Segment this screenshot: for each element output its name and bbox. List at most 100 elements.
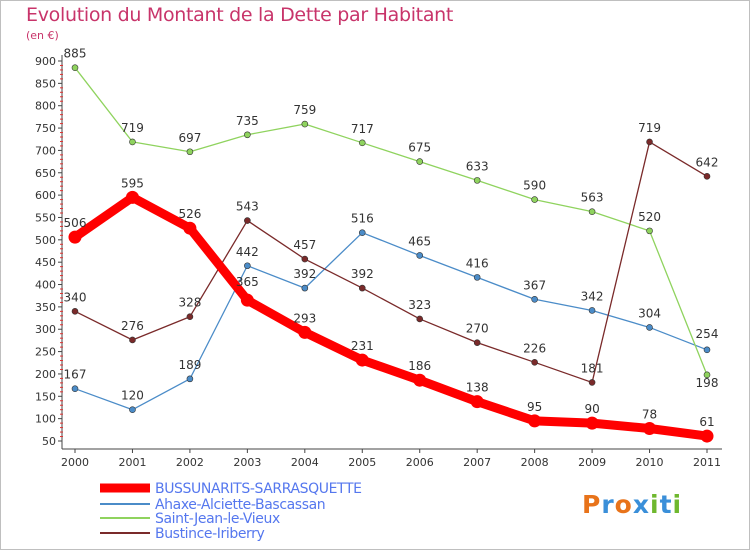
legend-label: Ahaxe-Alciette-Bascassan — [155, 497, 325, 513]
x-tick-label: 2006 — [406, 456, 434, 469]
data-label: 392 — [351, 267, 374, 281]
data-label: 590 — [523, 179, 546, 193]
x-tick-label: 2008 — [521, 456, 549, 469]
y-tick-label: 800 — [35, 100, 56, 113]
data-label: 717 — [351, 122, 374, 136]
data-point — [183, 221, 197, 235]
data-point — [298, 325, 312, 339]
data-point — [588, 379, 596, 386]
y-tick-label: 400 — [35, 279, 56, 292]
logo-letter: x — [632, 490, 650, 519]
logo-letter: r — [601, 490, 615, 519]
data-label: 90 — [584, 402, 599, 416]
x-tick-label: 2000 — [61, 456, 89, 469]
data-label: 328 — [178, 296, 201, 310]
data-point — [473, 339, 481, 346]
y-tick-label: 150 — [35, 390, 56, 403]
data-point — [358, 139, 366, 147]
data-label: 342 — [581, 289, 604, 303]
data-point — [416, 158, 424, 165]
data-point — [186, 313, 194, 321]
data-point — [129, 406, 136, 414]
data-label: 198 — [696, 376, 719, 390]
data-label: 595 — [121, 176, 144, 190]
data-label: 642 — [696, 155, 719, 169]
y-tick-label: 450 — [35, 256, 56, 269]
data-point — [588, 307, 596, 314]
y-tick-label: 700 — [35, 144, 56, 157]
data-point — [413, 373, 427, 387]
x-tick-label: 2011 — [693, 456, 721, 469]
y-tick-label: 200 — [35, 368, 56, 381]
data-label: 95 — [527, 400, 542, 414]
data-point — [703, 346, 711, 354]
data-label: 735 — [236, 114, 259, 128]
data-label: 231 — [351, 339, 374, 353]
logo-letter: i — [650, 490, 660, 519]
data-label: 885 — [64, 47, 87, 61]
data-label: 254 — [696, 327, 719, 341]
data-label: 365 — [236, 275, 259, 289]
data-label: 186 — [408, 359, 431, 373]
data-label: 138 — [466, 381, 489, 395]
data-point — [528, 414, 542, 428]
logo-letter: i — [672, 490, 683, 519]
data-label: 167 — [64, 368, 87, 382]
data-label: 697 — [178, 131, 201, 145]
data-label: 506 — [64, 216, 87, 230]
data-point — [358, 229, 366, 236]
data-label: 323 — [408, 298, 431, 312]
y-tick-label: 250 — [35, 346, 56, 359]
data-point — [703, 173, 711, 180]
data-point — [646, 227, 653, 235]
data-label: 367 — [523, 278, 546, 292]
data-point — [129, 336, 136, 344]
data-label: 719 — [121, 121, 144, 135]
data-label: 633 — [466, 159, 489, 173]
x-tick-label: 2003 — [233, 456, 261, 469]
data-point — [703, 371, 711, 379]
proxiti-logo: Proxiti — [582, 490, 682, 519]
data-point — [531, 196, 538, 203]
data-point — [244, 262, 251, 270]
y-tick-label: 50 — [42, 435, 56, 448]
data-label: 340 — [64, 290, 87, 304]
y-tick-label: 100 — [35, 413, 56, 426]
chart-title: Evolution du Montant de la Dette par Hab… — [26, 4, 454, 26]
data-point — [700, 429, 714, 443]
data-point — [585, 416, 599, 430]
data-point — [301, 284, 309, 292]
x-tick-label: 2009 — [578, 456, 606, 469]
data-label: 719 — [638, 121, 661, 135]
data-label: 304 — [638, 306, 661, 320]
data-point — [125, 190, 139, 204]
data-point — [473, 274, 481, 281]
data-label: 120 — [121, 389, 144, 403]
series-line — [74, 141, 708, 384]
data-point — [244, 217, 251, 224]
y-tick-label: 850 — [35, 77, 56, 90]
y-tick-label: 650 — [35, 167, 56, 180]
data-point — [71, 385, 79, 392]
data-label: 675 — [408, 141, 431, 155]
data-label: 181 — [581, 361, 604, 375]
data-point — [301, 255, 309, 263]
x-tick-label: 2002 — [176, 456, 204, 469]
data-point — [416, 315, 424, 323]
logo-letter: t — [659, 490, 673, 519]
data-label: 189 — [178, 358, 201, 372]
legend-label: Saint-Jean-le-Vieux — [155, 511, 280, 527]
data-label: 276 — [121, 319, 144, 333]
data-point — [646, 324, 653, 331]
data-label: 78 — [642, 407, 657, 421]
data-label: 520 — [638, 210, 661, 224]
data-point — [588, 208, 596, 215]
data-point — [71, 64, 79, 72]
data-label: 465 — [408, 234, 431, 248]
data-point — [240, 293, 254, 307]
data-point — [531, 359, 538, 366]
data-label: 416 — [466, 256, 489, 270]
x-tick-label: 2005 — [348, 456, 376, 469]
logo-letter: o — [614, 490, 633, 519]
